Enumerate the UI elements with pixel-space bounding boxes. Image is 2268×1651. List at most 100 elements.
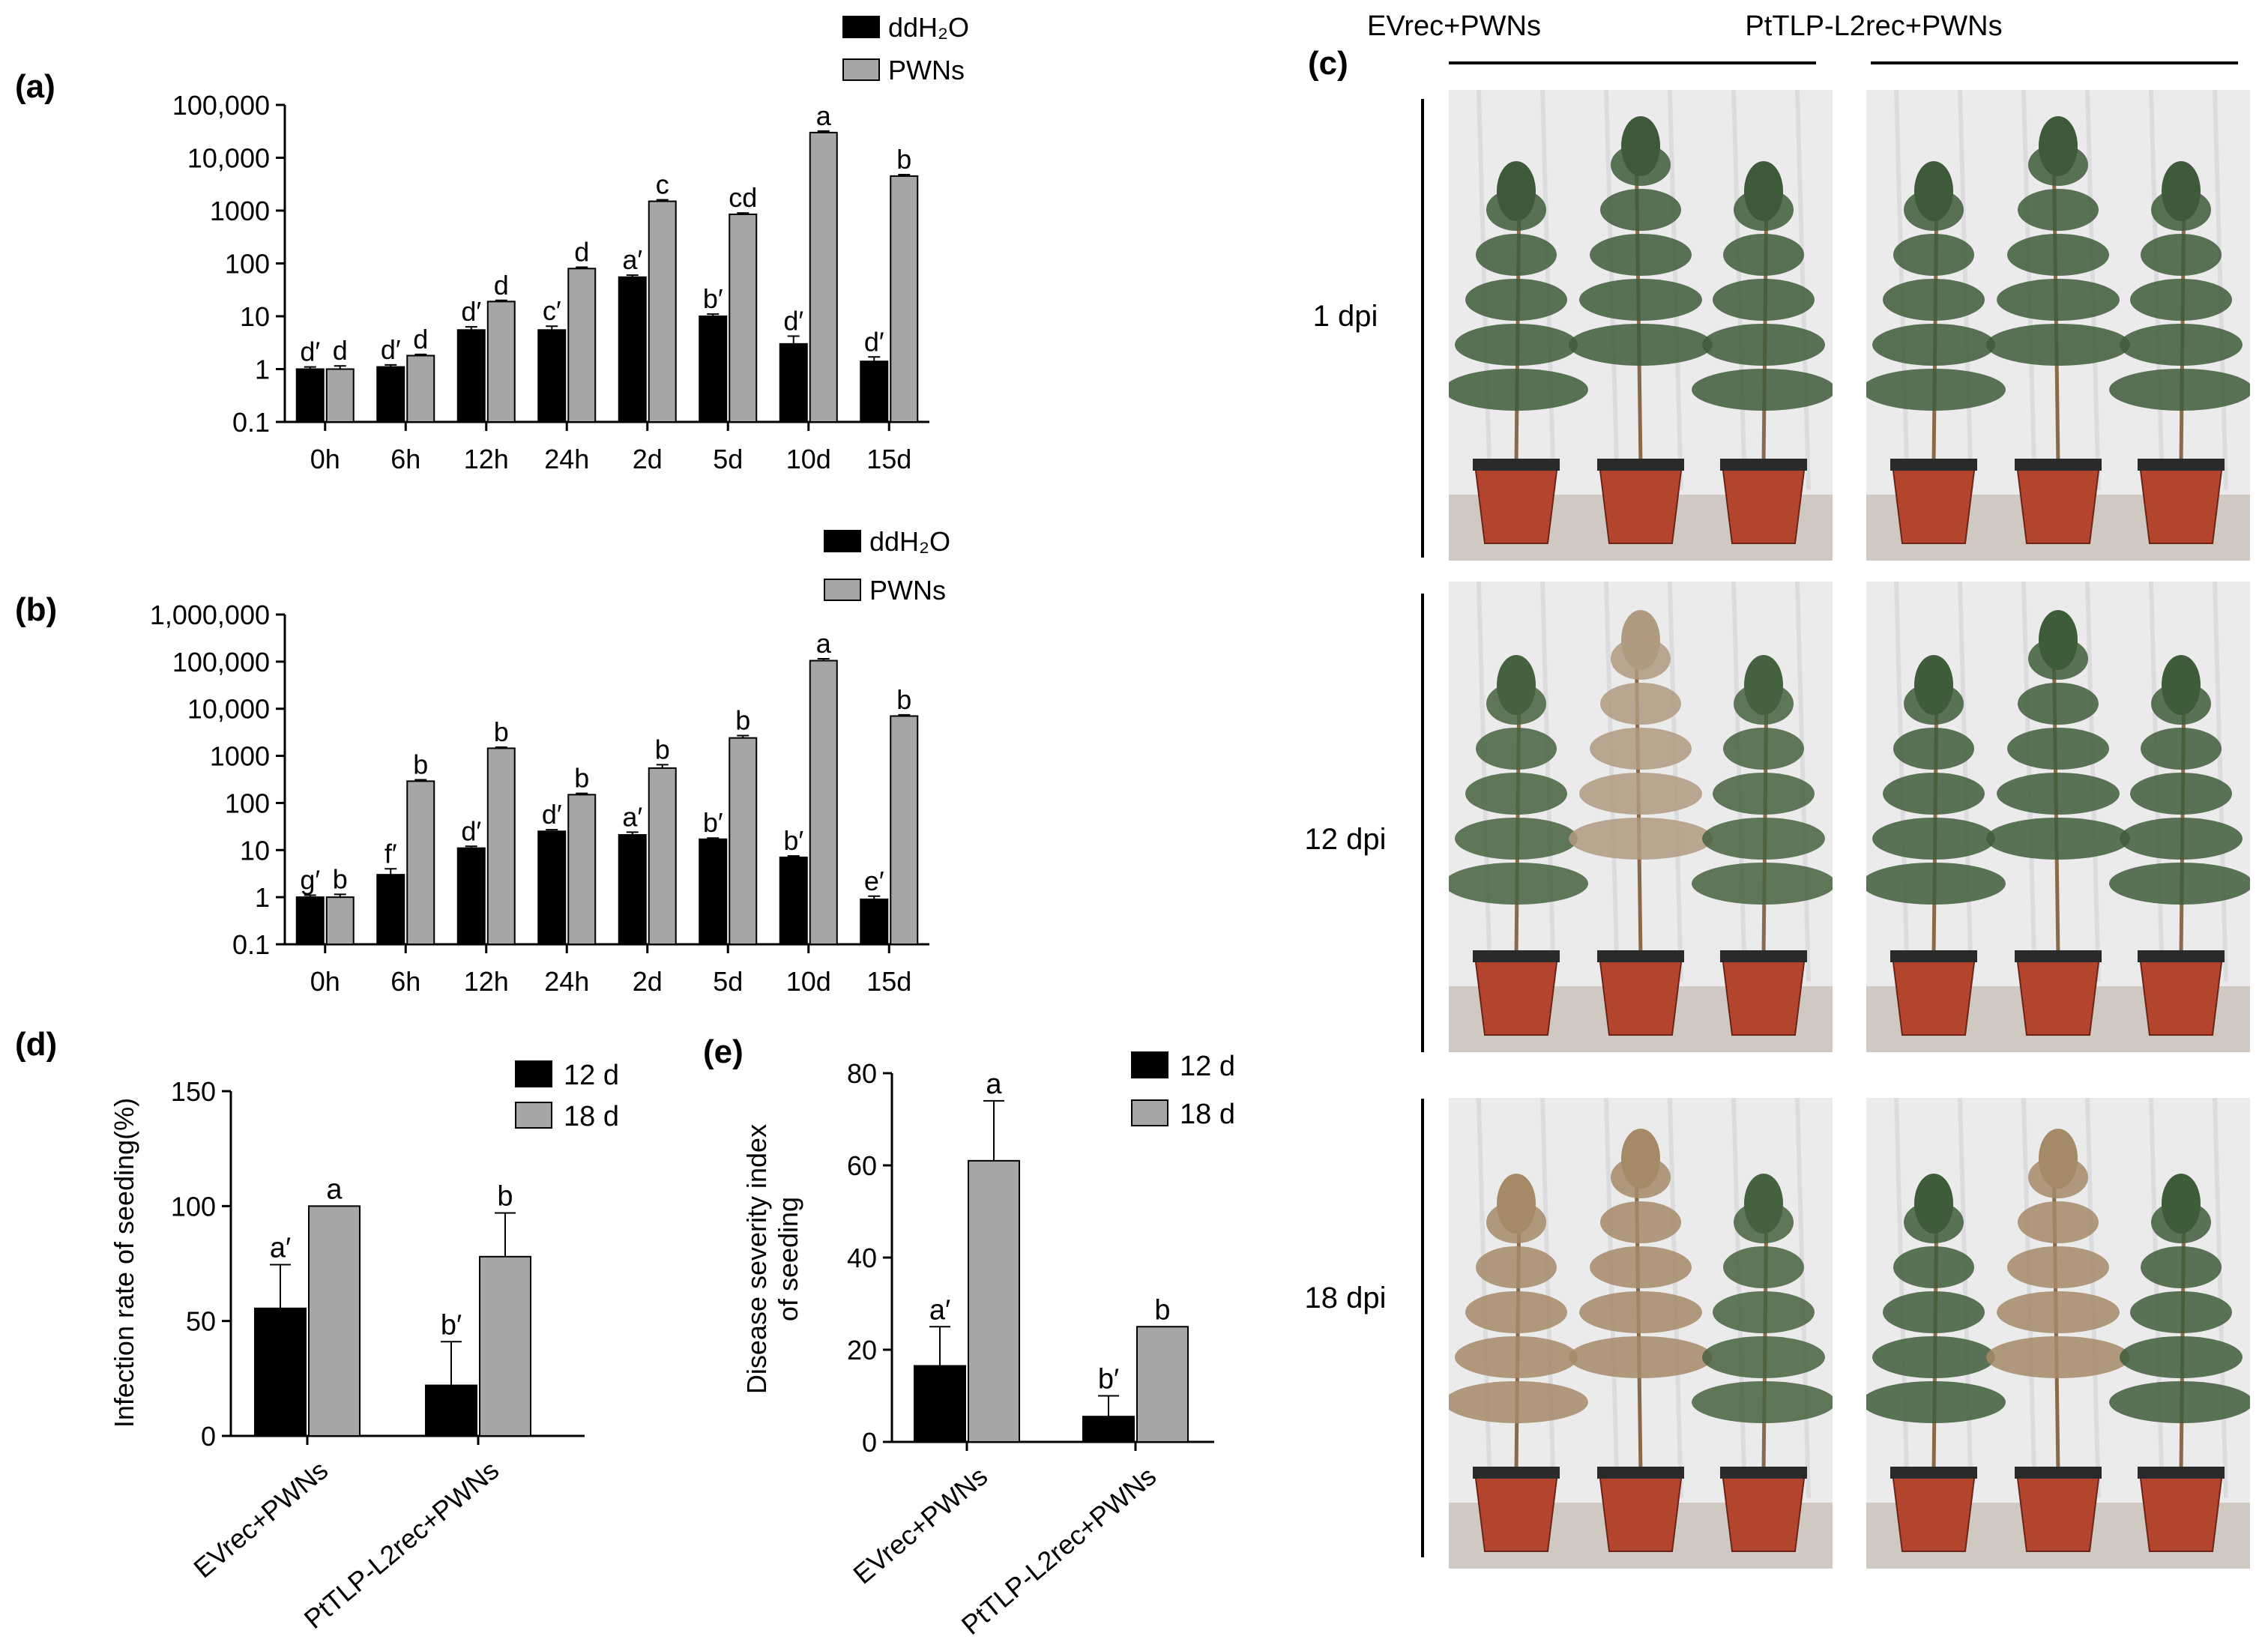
row-label-1dpi: 1 dpi (1312, 300, 1378, 333)
panel-label: (b) (15, 591, 57, 628)
row-label-18dpi: 18 dpi (1304, 1282, 1387, 1315)
x-tick-label: 2d (633, 966, 663, 997)
needle-cluster (1600, 683, 1681, 725)
significance-label: b (735, 704, 750, 735)
x-tick-label: 5d (713, 444, 743, 474)
pot (1474, 956, 1559, 1036)
significance-label: d (494, 270, 509, 301)
pot (2015, 1472, 2101, 1552)
significance-label: b (333, 863, 348, 894)
bar-ddh2o (779, 342, 808, 423)
needle-cluster (1872, 324, 1995, 366)
legend-swatch (842, 58, 880, 81)
seedling-stem (1761, 1199, 1769, 1473)
significance-label: b (497, 1181, 513, 1213)
bar-12d (914, 1365, 966, 1443)
seedling-crown (2162, 1174, 2201, 1234)
bar-pwns (406, 354, 435, 423)
pot (2138, 956, 2224, 1036)
seedling-crown (1744, 161, 1783, 221)
legend-swatch (824, 579, 861, 601)
y-tick-label: 1000 (210, 196, 270, 226)
bar-pwns (890, 715, 919, 945)
bar-pwns (890, 175, 919, 423)
bar-ddh2o (295, 368, 325, 423)
significance-label: a (326, 1174, 343, 1205)
pot (1721, 1472, 1806, 1552)
y-tick-label: 10 (240, 835, 270, 866)
needle-cluster (1713, 279, 1815, 321)
bar-ddh2o (537, 329, 567, 423)
bar-12d (254, 1307, 307, 1437)
needle-cluster (1476, 1246, 1557, 1288)
bar-pwns (486, 301, 516, 423)
y-tick-label: 20 (847, 1335, 877, 1365)
y-tick-label: 10 (240, 301, 270, 332)
x-tick-label: 10d (786, 444, 831, 474)
needle-cluster (1465, 1291, 1567, 1333)
significance-label: c (656, 169, 669, 200)
row-label-12dpi: 12 dpi (1304, 823, 1387, 856)
y-axis-label: Disease severity index (741, 1124, 772, 1394)
needle-cluster (1455, 324, 1578, 366)
needle-cluster (1893, 1246, 1974, 1288)
bar-ddh2o (618, 834, 647, 946)
seedling-crown (1914, 655, 1953, 715)
significance-label: d (413, 324, 428, 354)
significance-label: a′ (929, 1294, 950, 1326)
significance-label: c′ (543, 295, 561, 326)
seedling-photo-12dpi-evrec (1449, 582, 1833, 1052)
pot-rim (2015, 459, 2102, 471)
needle-cluster (1579, 279, 1702, 321)
pot (2015, 464, 2101, 544)
y-tick-label: 0.1 (232, 929, 270, 960)
significance-label: d′ (864, 326, 884, 357)
needle-cluster (1476, 728, 1557, 770)
needle-cluster (1449, 1381, 1588, 1423)
pot-rim (2138, 1467, 2225, 1479)
pot-rim (1890, 1467, 1977, 1479)
bar-ddh2o (376, 366, 405, 423)
seedling-crown (2039, 116, 2078, 176)
needle-cluster (2130, 1291, 2232, 1333)
seedling-crown (1497, 655, 1536, 715)
pot (2015, 956, 2101, 1036)
bar-ddh2o (860, 360, 889, 423)
significance-label: e′ (864, 866, 884, 896)
legend-label: PWNs (888, 55, 965, 85)
x-tick-label: 15d (866, 444, 911, 474)
x-tick-label: 5d (713, 966, 743, 997)
significance-label: d′ (461, 296, 481, 327)
legend-label: ddH₂O (869, 526, 950, 557)
needle-cluster (1702, 818, 1825, 860)
pot-rim (1597, 950, 1684, 962)
bar-18d (968, 1159, 1020, 1443)
needle-cluster (1455, 818, 1578, 860)
pot (1891, 1472, 1976, 1552)
y-tick-label: 1,000,000 (150, 600, 270, 630)
seedling-crown (1744, 1174, 1783, 1234)
needle-cluster (1590, 234, 1692, 276)
panel-label: (a) (15, 68, 55, 105)
bar-ddh2o (456, 847, 486, 945)
y-tick-label: 10,000 (187, 694, 270, 725)
needle-cluster (1713, 773, 1815, 815)
needle-cluster (1893, 234, 1974, 276)
needle-cluster (1883, 773, 1985, 815)
panel-label: (d) (15, 1026, 57, 1063)
needle-cluster (1723, 234, 1804, 276)
significance-label: d′ (300, 336, 320, 367)
needle-cluster (1986, 818, 2130, 860)
bar-ddh2o (618, 276, 647, 423)
bar-pwns (809, 131, 838, 423)
needle-cluster (2141, 728, 2222, 770)
x-tick-label: 24h (544, 966, 589, 997)
pot-rim (1720, 459, 1807, 471)
bar-pwns (648, 200, 677, 423)
significance-label: a (816, 100, 832, 131)
pot-rim (1473, 1467, 1560, 1479)
y-tick-label: 0 (862, 1427, 877, 1458)
needle-cluster (2018, 683, 2099, 725)
bar-ddh2o (295, 896, 325, 945)
significance-label: b (655, 734, 670, 764)
